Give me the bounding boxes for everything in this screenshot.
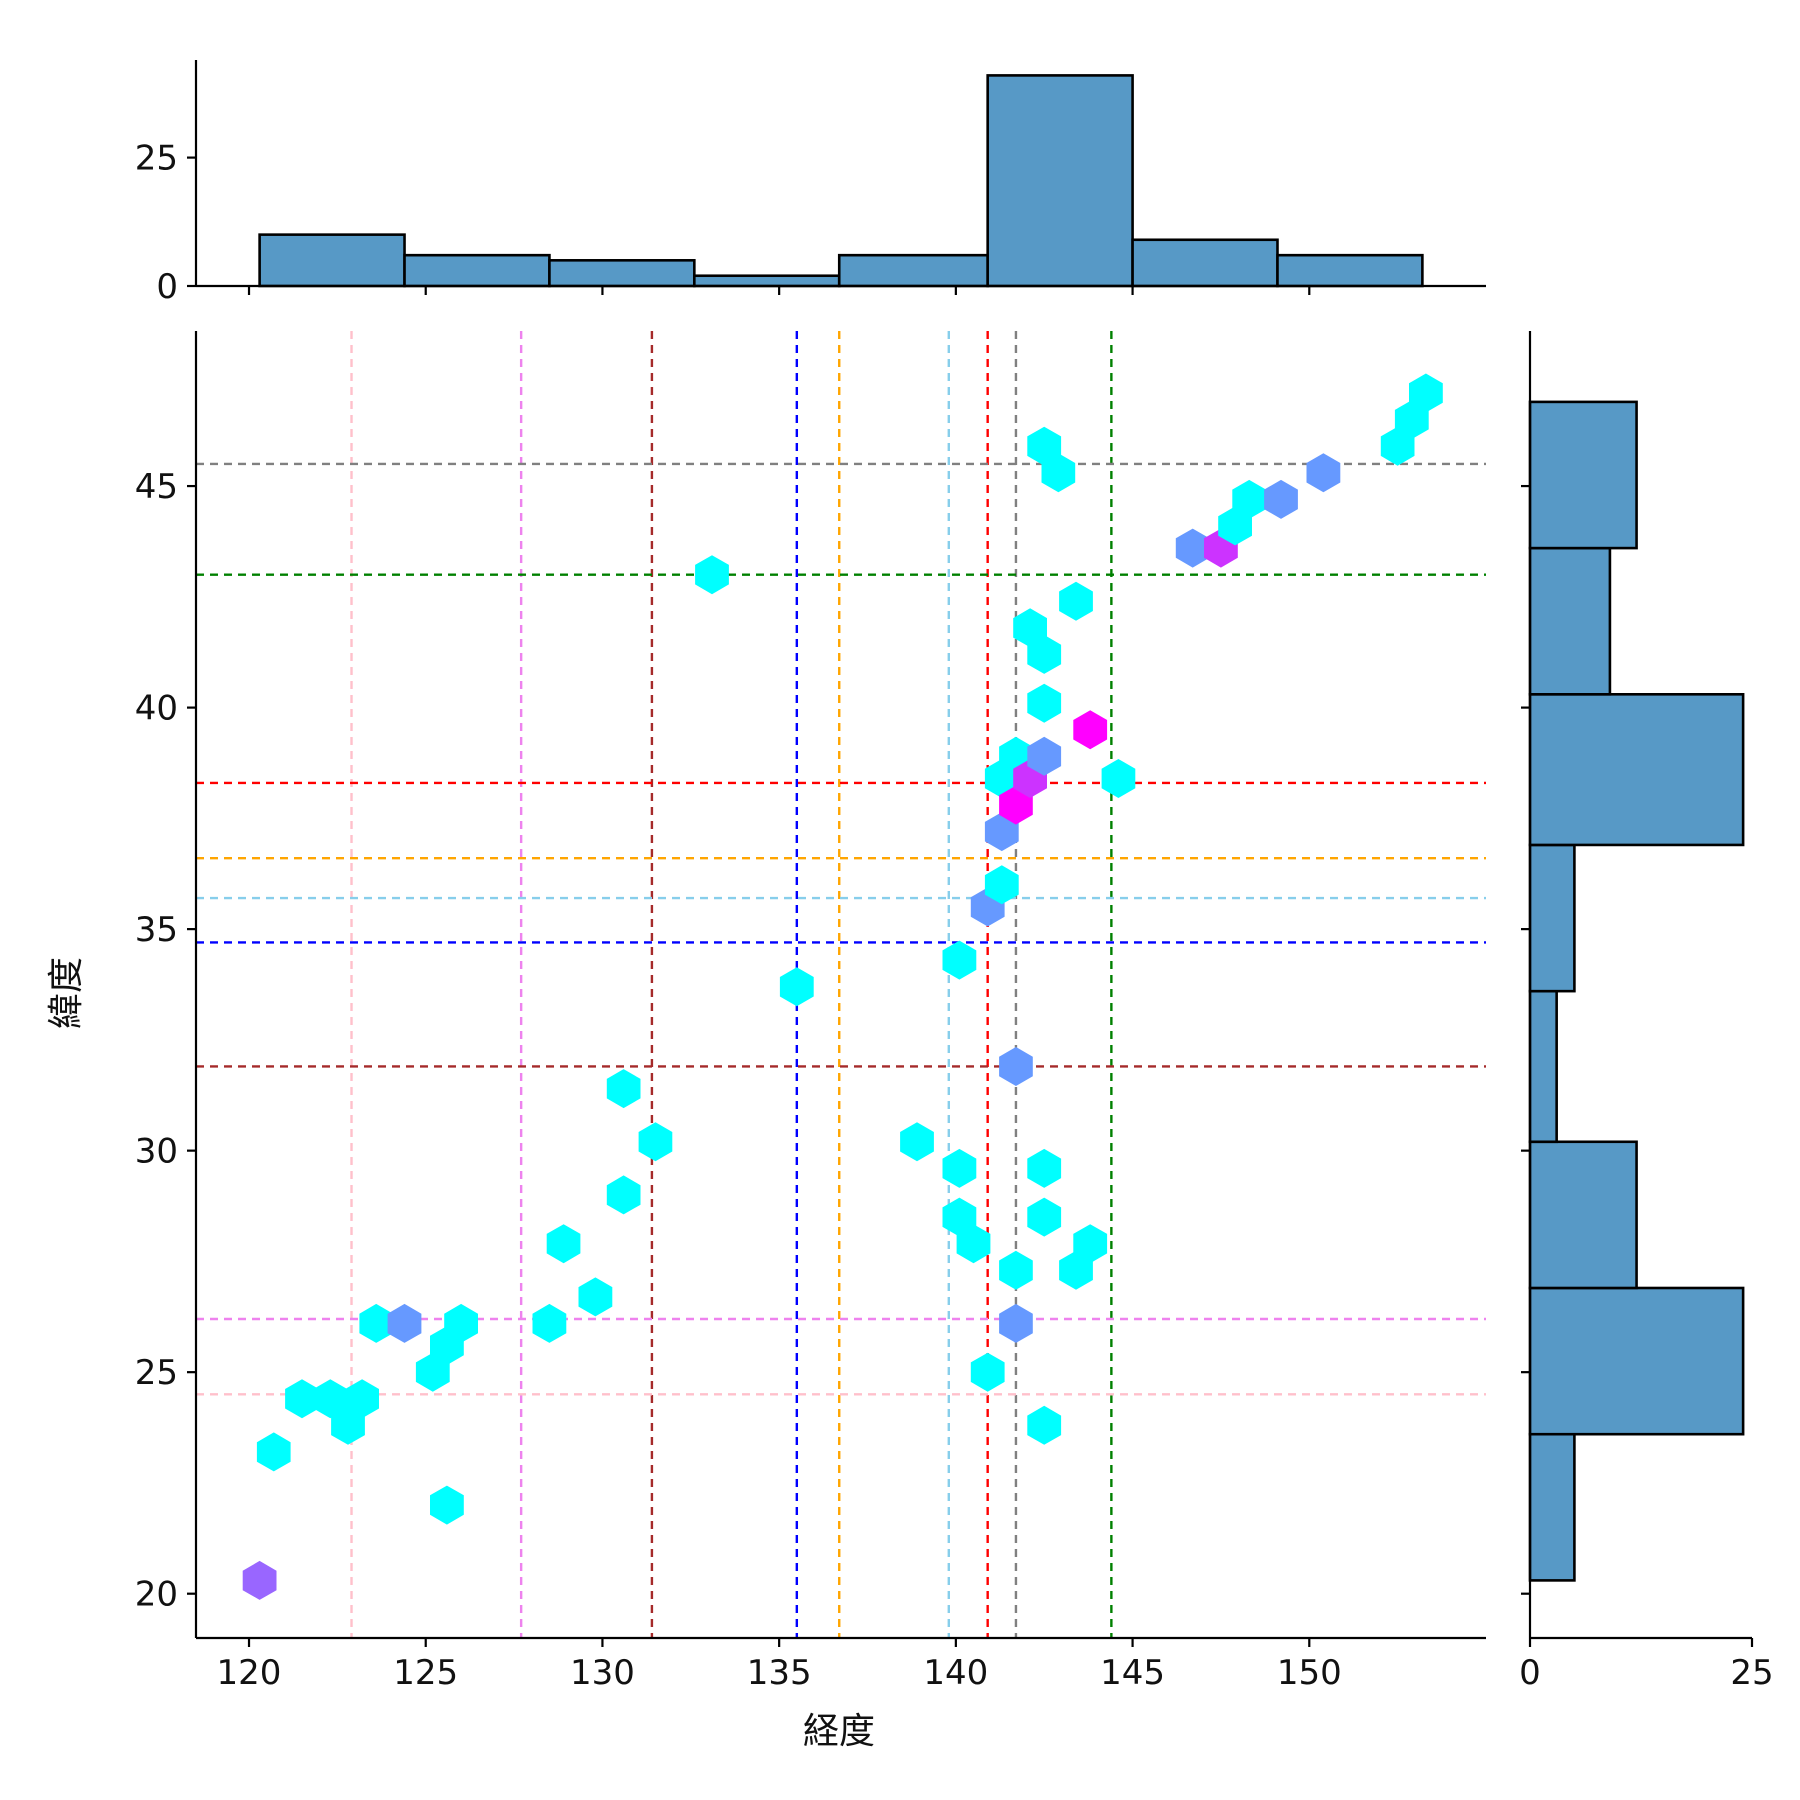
y-tick-label: 35 — [135, 910, 178, 950]
hexbin-cell — [444, 1303, 478, 1343]
top-histogram-bar — [1131, 238, 1279, 288]
y-axis-title: 緯度 — [46, 957, 87, 1029]
hexbin-cell — [1073, 1224, 1108, 1264]
hexbin-cell — [999, 1047, 1033, 1086]
hexbin-cell — [1027, 1197, 1062, 1237]
hexbin-cell — [956, 1224, 991, 1264]
x-tick-label: 130 — [570, 1653, 635, 1693]
x-axis-title: 経度 — [803, 1711, 875, 1752]
hexbin-cell — [942, 1197, 977, 1237]
right-histogram-bar — [1528, 1286, 1745, 1436]
x-tick-label: 135 — [747, 1653, 812, 1693]
hexbin-cell — [546, 1224, 581, 1264]
hexbin-cell — [942, 940, 977, 980]
hexbin-cell — [999, 1303, 1033, 1343]
hexbin-cell — [1232, 479, 1267, 519]
hexbin-cell — [578, 1277, 613, 1317]
hexbin-cell — [695, 555, 729, 595]
top-histogram-bar — [258, 233, 406, 288]
hexbin-cell — [313, 1379, 348, 1419]
hexbin-cell — [331, 1405, 365, 1445]
hexbin-cell — [1073, 710, 1108, 750]
hexbin-cell — [1175, 528, 1210, 568]
top-histogram-bar — [403, 253, 551, 288]
hexbin-cell — [1027, 426, 1062, 466]
top-histogram-y-tick-label: 25 — [135, 139, 178, 179]
hexbin-cell — [1027, 1405, 1062, 1445]
x-tick-label: 125 — [393, 1653, 458, 1693]
top-marginal-histogram: 0 25 — [135, 60, 1486, 307]
hexbin-cell — [1218, 506, 1252, 546]
y-tick-label: 20 — [135, 1575, 178, 1615]
hexbin-cell — [1306, 453, 1341, 493]
top-histogram-bar — [693, 274, 841, 288]
right-histogram-bar — [1528, 400, 1638, 550]
main-plot: 120 125 130 135 140 145 150 20 25 30 35 40 45 — [135, 331, 1486, 1693]
hexbin-cell — [415, 1352, 450, 1392]
hexbin-cell — [1027, 1148, 1062, 1188]
hexbin-cell — [1409, 373, 1443, 413]
y-tick-label: 45 — [135, 467, 178, 507]
hexbin-cell — [1059, 581, 1093, 621]
hexbin-cells — [242, 373, 1443, 1600]
hexbin-cell — [285, 1379, 319, 1419]
right-histogram-bar — [1528, 989, 1558, 1144]
hexbin-cell — [1264, 479, 1298, 519]
hexbin-cell — [1380, 426, 1415, 466]
top-histogram-bar — [986, 74, 1134, 288]
x-tick-label: 145 — [1100, 1653, 1165, 1693]
right-histogram-bar — [1528, 1140, 1638, 1290]
hexbin-cell — [606, 1069, 641, 1109]
right-histogram-x-tick-label: 0 — [1519, 1653, 1541, 1693]
hexbin-cell — [532, 1303, 567, 1343]
hexbin-cell — [1027, 683, 1062, 723]
right-histogram-bar — [1528, 1432, 1576, 1582]
hexbin-cell — [345, 1379, 379, 1419]
top-histogram-bar — [548, 259, 696, 288]
hexbin-cell — [1027, 736, 1062, 776]
x-tick-label: 150 — [1277, 1653, 1342, 1693]
top-histogram-bar — [1276, 253, 1424, 288]
hexbin-cell — [638, 1122, 673, 1162]
hexbin-cell — [1059, 1250, 1093, 1290]
right-histogram-x-tick-label: 25 — [1730, 1653, 1773, 1693]
right-marginal-histogram: 0 25 — [1519, 331, 1774, 1693]
hexbin-cell — [606, 1175, 641, 1215]
hexbin-cell — [1041, 453, 1076, 493]
top-histogram-bar — [837, 253, 989, 288]
hexbin-cell — [387, 1303, 422, 1343]
hexbin-cell — [984, 865, 1019, 905]
top-histogram-y-tick-label: 0 — [156, 267, 178, 307]
right-histogram-bar — [1528, 693, 1745, 847]
hexbin-cell — [1013, 608, 1047, 648]
x-tick-label: 120 — [217, 1653, 282, 1693]
hexbin-cell — [900, 1122, 934, 1162]
hexbin-cell — [430, 1485, 464, 1525]
x-tick-label: 140 — [923, 1653, 988, 1693]
hexbin-cell — [1027, 634, 1062, 674]
y-tick-label: 40 — [135, 689, 178, 729]
hexbin-cell — [359, 1303, 394, 1343]
main-axes: 120 125 130 135 140 145 150 20 25 30 35 40 45 — [135, 331, 1486, 1693]
hexbin-cell — [942, 1148, 977, 1188]
hexbin-cell — [970, 1352, 1005, 1392]
right-histogram-bar — [1528, 843, 1576, 993]
reference-lines — [196, 331, 1486, 1638]
hexbin-cell — [779, 967, 814, 1007]
y-tick-label: 25 — [135, 1353, 178, 1393]
hexbin-cell — [984, 812, 1019, 852]
hexbin-cell — [999, 785, 1033, 825]
hexbin-cell — [999, 1250, 1033, 1290]
right-histogram-bar — [1528, 546, 1612, 696]
hexbin-cell — [256, 1432, 291, 1472]
hexbin-cell — [1394, 400, 1429, 440]
hexbin-cell — [242, 1560, 277, 1600]
hexbin-cell — [1101, 759, 1136, 798]
y-tick-label: 30 — [135, 1132, 178, 1172]
